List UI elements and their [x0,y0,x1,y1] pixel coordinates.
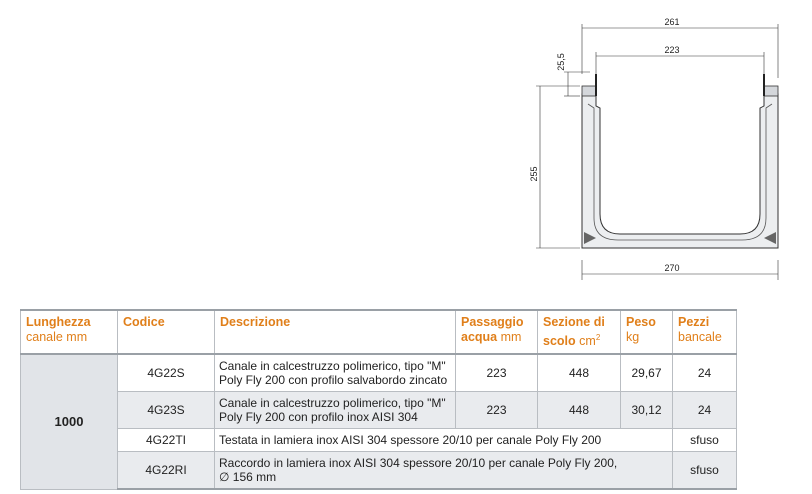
product-spec-table: Lunghezza canale mm Codice Descrizione Pa… [20,308,737,491]
description-cell: Raccordo in lamiera inox AISI 304 spesso… [214,451,673,491]
channel-cross-section-drawing: 261 223 25,5 255 270 [529,17,779,280]
dim-top-outer-label: 261 [664,17,679,27]
description-cell: Canale in calcestruzzo polimerico, tipo … [214,391,456,430]
header-description: Descrizione [214,308,456,356]
weight-cell: 29,67 [620,353,673,393]
description-cell: Canale in calcestruzzo polimerico, tipo … [214,353,456,393]
pieces-cell: 24 [672,391,737,430]
header-code: Codice [117,308,215,356]
dim-top-inner-label: 223 [664,45,679,55]
header-pieces: Pezzi bancale [672,308,737,356]
code-cell: 4G23S [117,391,215,430]
header-length: Lunghezza canale mm [20,308,118,356]
dim-height-label: 255 [529,166,539,181]
length-value: 1000 [20,353,118,490]
code-cell: 4G22RI [117,451,215,491]
description-cell: Testata in lamiera inox AISI 304 spessor… [214,428,673,453]
header-drain-section: Sezione di scolo cm2 [537,308,621,356]
table-row: 1000 4G22S Canale in calcestruzzo polime… [20,353,737,490]
code-cell: 4G22TI [117,428,215,453]
table-row: 4G23S Canale in calcestruzzo polimerico,… [20,391,737,430]
dim-flange-label: 25,5 [556,53,566,71]
header-weight: Peso kg [620,308,673,356]
weight-cell: 30,12 [620,391,673,430]
pieces-cell: sfuso [672,451,737,491]
table-row: 4G22RI Raccordo in lamiera inox AISI 304… [20,451,737,491]
table-header-row: Lunghezza canale mm Codice Descrizione Pa… [20,308,737,356]
pieces-cell: sfuso [672,428,737,453]
code-cell: 4G22S [117,353,215,393]
section-cell: 448 [537,391,621,430]
header-water-passage: Passaggio acqua mm [455,308,538,356]
water-cell: 223 [455,391,538,430]
table-row: 4G22TI Testata in lamiera inox AISI 304 … [21,428,737,453]
dim-bottom-label: 270 [664,263,679,273]
dimension-lines [536,24,779,280]
channel-body [581,74,779,249]
water-cell: 223 [455,353,538,393]
section-cell: 448 [537,353,621,393]
pieces-cell: 24 [672,353,737,393]
